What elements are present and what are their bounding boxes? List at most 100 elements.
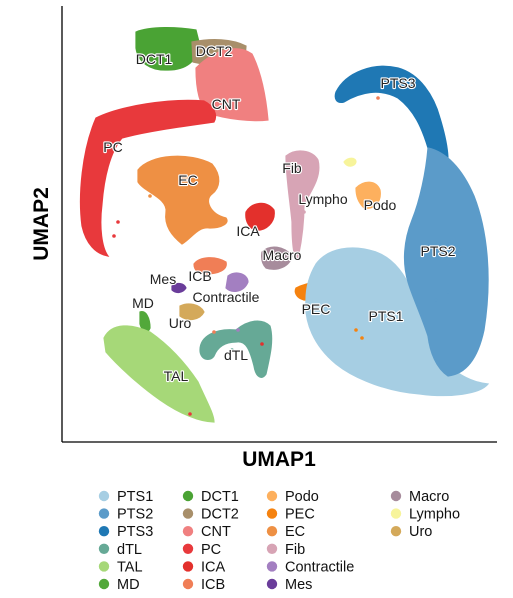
legend-item-pc: PC (182, 542, 221, 558)
point-pec (360, 336, 364, 340)
cluster-regions (79, 27, 490, 423)
cluster-label-pec: PEC (302, 301, 331, 317)
legend-item-icb: ICB (182, 577, 225, 593)
cluster-dct1 (135, 27, 201, 71)
cluster-ec (137, 155, 228, 245)
legend-label: Fib (285, 542, 305, 558)
legend-swatch (390, 526, 402, 537)
cluster-label-uro: Uro (169, 315, 192, 331)
legend-label: ICB (201, 577, 225, 593)
legend-swatch (266, 490, 278, 502)
legend-item-lympho: Lympho (390, 507, 460, 523)
point-pts2 (458, 248, 462, 252)
legend-swatch (98, 508, 110, 519)
cluster-label-ec: EC (178, 172, 197, 188)
cluster-uro (179, 303, 205, 321)
legend-item-cnt: CNT (182, 524, 231, 540)
cluster-md (139, 311, 151, 333)
point-icb (376, 96, 380, 100)
legend-label: PC (201, 542, 221, 558)
legend-item-uro: Uro (390, 524, 432, 540)
cluster-label-pts1: PTS1 (368, 308, 403, 324)
cluster-label-podo: Podo (364, 197, 397, 213)
legend-label: ICA (201, 559, 226, 575)
legend-label: MD (117, 577, 140, 593)
cluster-label-pc: PC (103, 139, 122, 155)
legend-label: PTS3 (117, 524, 153, 540)
legend-item-fib: Fib (266, 542, 305, 558)
point-pc (188, 412, 192, 416)
point-pts1 (428, 354, 432, 358)
legend-swatch (182, 508, 194, 519)
cluster-pc (79, 99, 217, 257)
point-dtl (230, 348, 234, 352)
cluster-mes (171, 282, 187, 294)
legend-label: Mes (285, 577, 312, 593)
legend-swatch (266, 561, 278, 572)
cluster-label-dtl: dTL (224, 347, 248, 363)
legend-item-ica: ICA (182, 559, 226, 575)
y-axis-title: UMAP2 (30, 187, 53, 261)
legend-swatch (266, 543, 278, 554)
legend-item-contractile: Contractile (266, 559, 354, 575)
cluster-label-md: MD (132, 295, 154, 311)
legend-label: Lympho (409, 507, 460, 523)
cluster-tal (103, 325, 215, 423)
legend-item-ec: EC (266, 524, 305, 540)
cluster-fib (285, 150, 320, 260)
legend-label: PTS2 (117, 507, 153, 523)
x-axis-title: UMAP1 (242, 448, 316, 471)
cluster-pts2 (403, 147, 489, 377)
cluster-label-icb: ICB (188, 268, 211, 284)
point-icb (212, 330, 216, 334)
legend-item-dct2: DCT2 (182, 507, 239, 523)
legend-label: Podo (285, 489, 319, 505)
legend-item-pts3: PTS3 (98, 524, 153, 540)
point-pc (116, 220, 120, 224)
cluster-label-macro: Macro (263, 247, 302, 263)
cluster-label-contractile: Contractile (193, 289, 260, 305)
cluster-label-lympho: Lympho (298, 191, 348, 207)
legend-label: Uro (409, 524, 432, 540)
legend-swatch (390, 490, 402, 502)
legend-swatch (182, 543, 194, 554)
point-cnt (220, 98, 224, 102)
cluster-ica (245, 202, 275, 231)
legend-item-pts1: PTS1 (98, 489, 153, 505)
legend-label: CNT (201, 524, 231, 540)
cluster-podo (355, 181, 381, 209)
legend-item-mes: Mes (266, 577, 312, 593)
cluster-label-ica: ICA (236, 223, 260, 239)
legend-swatch (98, 526, 110, 537)
legend-item-dtl: dTL (98, 542, 142, 558)
legend-swatch (98, 578, 110, 590)
legend-swatch (266, 508, 278, 519)
legend-label: Macro (409, 489, 449, 505)
point-pts2 (434, 298, 438, 302)
legend-item-dct1: DCT1 (182, 489, 239, 505)
point-pts2 (446, 290, 450, 294)
point-pts3 (410, 82, 414, 86)
legend-swatch (266, 526, 278, 537)
legend-label: PTS1 (117, 489, 153, 505)
cluster-label-mes: Mes (150, 271, 176, 287)
legend-swatch (98, 490, 110, 502)
point-pec (354, 328, 358, 332)
legend-swatch (182, 561, 194, 572)
cluster-icb (193, 257, 227, 275)
legend-label: TAL (117, 559, 143, 575)
legend-label: Contractile (285, 559, 354, 575)
legend-item-pts2: PTS2 (98, 507, 153, 523)
cluster-label-pts2: PTS2 (420, 243, 455, 259)
point-pts1 (320, 344, 324, 348)
point-pc (112, 234, 116, 238)
point-ica (260, 342, 264, 346)
legend-label: EC (285, 524, 305, 540)
legend-item-podo: Podo (266, 489, 319, 505)
legend-item-pec: PEC (266, 507, 315, 523)
legend-swatch (390, 508, 402, 519)
cluster-contractile (225, 272, 249, 292)
